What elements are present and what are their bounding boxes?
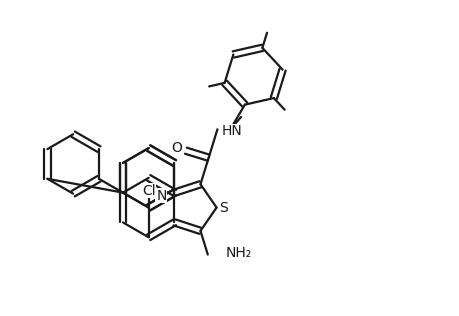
Text: HN: HN: [221, 124, 241, 138]
Text: Cl: Cl: [141, 184, 155, 198]
Text: O: O: [171, 141, 181, 155]
Text: S: S: [218, 201, 227, 215]
Text: NH₂: NH₂: [225, 246, 252, 259]
Text: N: N: [156, 189, 166, 203]
